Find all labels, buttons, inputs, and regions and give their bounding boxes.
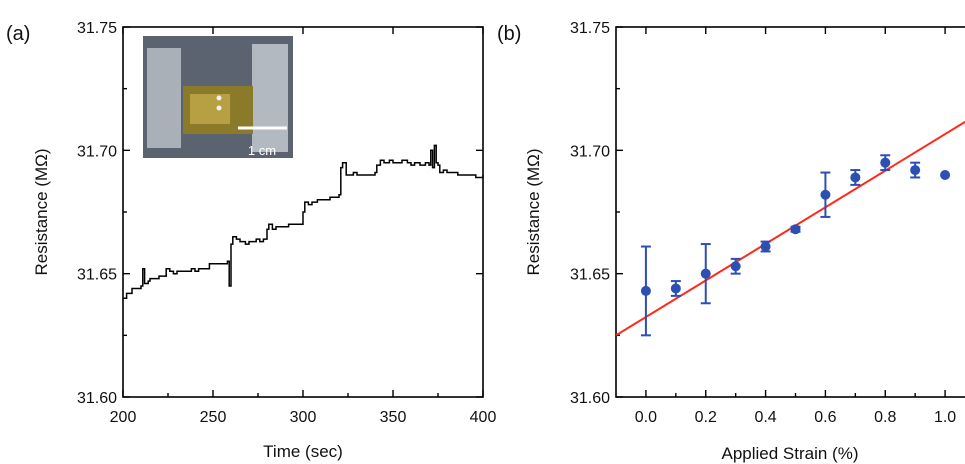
b-ytick-label: 31.65 [570, 267, 610, 284]
b-ytick-label: 31.70 [570, 143, 610, 160]
b-data-point [850, 172, 861, 183]
panel-b: (b) Applied Strain (%) Resistance (MΩ) 0… [497, 20, 965, 463]
b-data-point [940, 170, 951, 180]
b-data-point [910, 165, 921, 176]
b-xtick-label: 0.4 [754, 409, 776, 426]
a-xtick-label: 300 [290, 409, 317, 426]
inset-clamp-right [252, 44, 288, 152]
a-xtick-label: 200 [110, 409, 137, 426]
panel-a: (a) Time (sec) Resistance (MΩ) 200 250 300… [6, 20, 496, 461]
b-data-point [640, 285, 651, 296]
b-data-point [760, 241, 771, 252]
b-data-point [700, 268, 711, 279]
panel-b-label: (b) [497, 23, 521, 45]
panel-a-ylabel: Resistance (MΩ) [32, 148, 51, 275]
b-data-point [820, 189, 831, 200]
inset-scale-label: 1 cm [248, 143, 276, 158]
panel-b-xlabel: Applied Strain (%) [721, 444, 858, 463]
panel-b-fit-line [615, 120, 965, 337]
panel-b-ticks: 0.0 0.2 0.4 0.6 0.8 1.0 31.60 31.65 31.70 31.75 [570, 20, 956, 426]
b-data-point [730, 261, 741, 272]
panel-a-inset: 1 cm [143, 36, 293, 158]
a-ytick-label: 31.70 [77, 143, 117, 160]
panel-a-xlabel: Time (sec) [263, 442, 343, 461]
b-xtick-label: 0.8 [874, 409, 896, 426]
b-data-point [880, 157, 891, 168]
b-data-point [790, 224, 801, 235]
inset-sample-pad [190, 94, 230, 124]
inset-clamp-left [147, 48, 181, 148]
panel-a-series-line [123, 144, 484, 300]
panel-b-ylabel: Resistance (MΩ) [524, 148, 543, 275]
a-xtick-label: 400 [470, 409, 497, 426]
a-ytick-label: 31.60 [77, 390, 117, 407]
inset-contact-1 [216, 95, 222, 101]
inset-contact-2 [216, 105, 222, 111]
b-ytick-label: 31.75 [570, 20, 610, 37]
b-xtick-label: 0.2 [695, 409, 717, 426]
b-xtick-label: 0.6 [814, 409, 836, 426]
b-xtick-label: 0.0 [635, 409, 657, 426]
panel-b-points [640, 154, 951, 337]
b-data-point [670, 283, 681, 294]
a-xtick-label: 350 [380, 409, 407, 426]
a-xtick-label: 250 [200, 409, 227, 426]
a-ytick-label: 31.65 [77, 267, 117, 284]
panel-a-label: (a) [6, 23, 30, 45]
b-ytick-label: 31.60 [570, 390, 610, 407]
a-ytick-label: 31.75 [77, 20, 117, 37]
b-xtick-label: 1.0 [934, 409, 956, 426]
panel-b-frame [615, 26, 965, 398]
panel-a-ticks: 200 250 300 350 400 31.60 31.65 31.70 31.75 [77, 20, 496, 426]
